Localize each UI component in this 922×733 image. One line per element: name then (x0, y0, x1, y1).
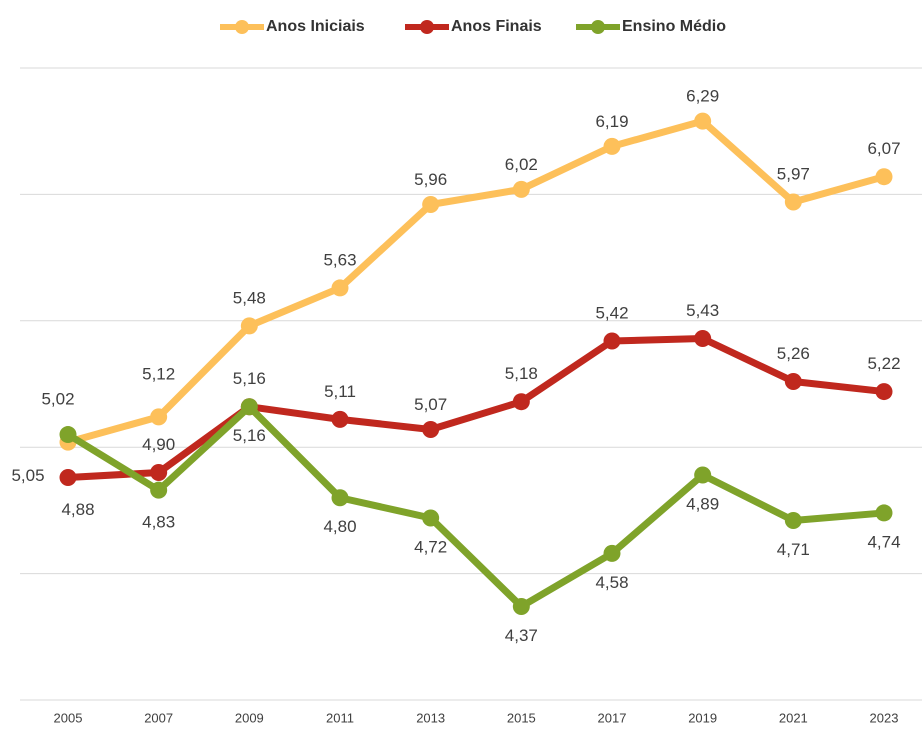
data-point (240, 398, 258, 416)
data-point (331, 410, 349, 428)
data-point (694, 466, 712, 484)
x-tick-label: 2009 (235, 710, 264, 725)
data-label: 5,11 (324, 382, 356, 401)
x-tick-label: 2023 (870, 710, 899, 725)
data-point (784, 512, 802, 530)
legend-label: Anos Iniciais (266, 18, 365, 35)
data-point (150, 463, 168, 481)
data-label: 5,16 (233, 369, 266, 388)
data-point (512, 393, 530, 411)
data-point (603, 332, 621, 350)
data-point (694, 329, 712, 347)
data-label: 4,88 (61, 500, 94, 519)
data-point (150, 481, 168, 499)
data-point (512, 597, 530, 615)
data-label: 4,83 (142, 513, 175, 532)
x-tick-label: 2017 (598, 710, 627, 725)
data-point (694, 112, 712, 130)
data-label: 4,37 (505, 626, 538, 645)
data-point (603, 544, 621, 562)
data-point (603, 137, 621, 155)
data-point (331, 279, 349, 297)
series-line (67, 334, 885, 482)
data-point (331, 489, 349, 507)
data-label: 5,26 (777, 344, 810, 363)
data-point (784, 372, 802, 390)
data-label: 5,16 (233, 426, 266, 445)
legend-marker (235, 20, 249, 34)
data-label: 5,12 (142, 364, 175, 383)
data-label: 5,02 (41, 390, 74, 409)
data-label: 5,97 (777, 164, 810, 183)
data-point (422, 421, 440, 439)
data-label: 5,48 (233, 288, 266, 307)
x-tick-label: 2007 (144, 710, 173, 725)
data-point (240, 317, 258, 335)
legend-marker (591, 20, 605, 34)
data-point (512, 180, 530, 198)
legend-label: Ensino Médio (622, 18, 726, 35)
series-line (67, 117, 885, 446)
legend-label: Anos Finais (451, 18, 542, 35)
x-tick-label: 2013 (416, 710, 445, 725)
data-label: 6,07 (867, 139, 900, 158)
x-tick-label: 2005 (54, 710, 83, 725)
data-point (59, 469, 77, 487)
data-point (422, 509, 440, 527)
data-point (875, 383, 893, 401)
data-label: 5,18 (505, 364, 538, 383)
data-label: 5,43 (686, 301, 719, 320)
data-point (59, 426, 77, 444)
data-label: 4,58 (595, 573, 628, 592)
data-label: 5,07 (414, 395, 447, 414)
data-point (875, 168, 893, 186)
legend-marker (420, 20, 434, 34)
data-point (150, 408, 168, 426)
x-tick-label: 2021 (779, 710, 808, 725)
data-label: 4,74 (867, 532, 900, 551)
x-tick-label: 2011 (326, 710, 354, 725)
series-line (66, 403, 885, 610)
data-label: 5,63 (323, 250, 356, 269)
data-point (422, 196, 440, 214)
x-tick-label: 2019 (688, 710, 717, 725)
data-label: 4,71 (777, 540, 810, 559)
x-tick-label: 2015 (507, 710, 536, 725)
data-label: 5,05 (11, 466, 44, 485)
data-label: 4,72 (414, 537, 447, 556)
data-label: 6,19 (595, 112, 628, 131)
data-point (875, 504, 893, 522)
data-label: 4,80 (323, 517, 356, 536)
data-label: 5,42 (595, 304, 628, 323)
data-label: 4,90 (142, 435, 175, 454)
data-label: 5,96 (414, 170, 447, 189)
data-label: 6,29 (686, 87, 719, 106)
data-label: 6,02 (505, 155, 538, 174)
data-label: 4,89 (686, 494, 719, 513)
data-point (784, 193, 802, 211)
data-label: 5,22 (867, 354, 900, 373)
